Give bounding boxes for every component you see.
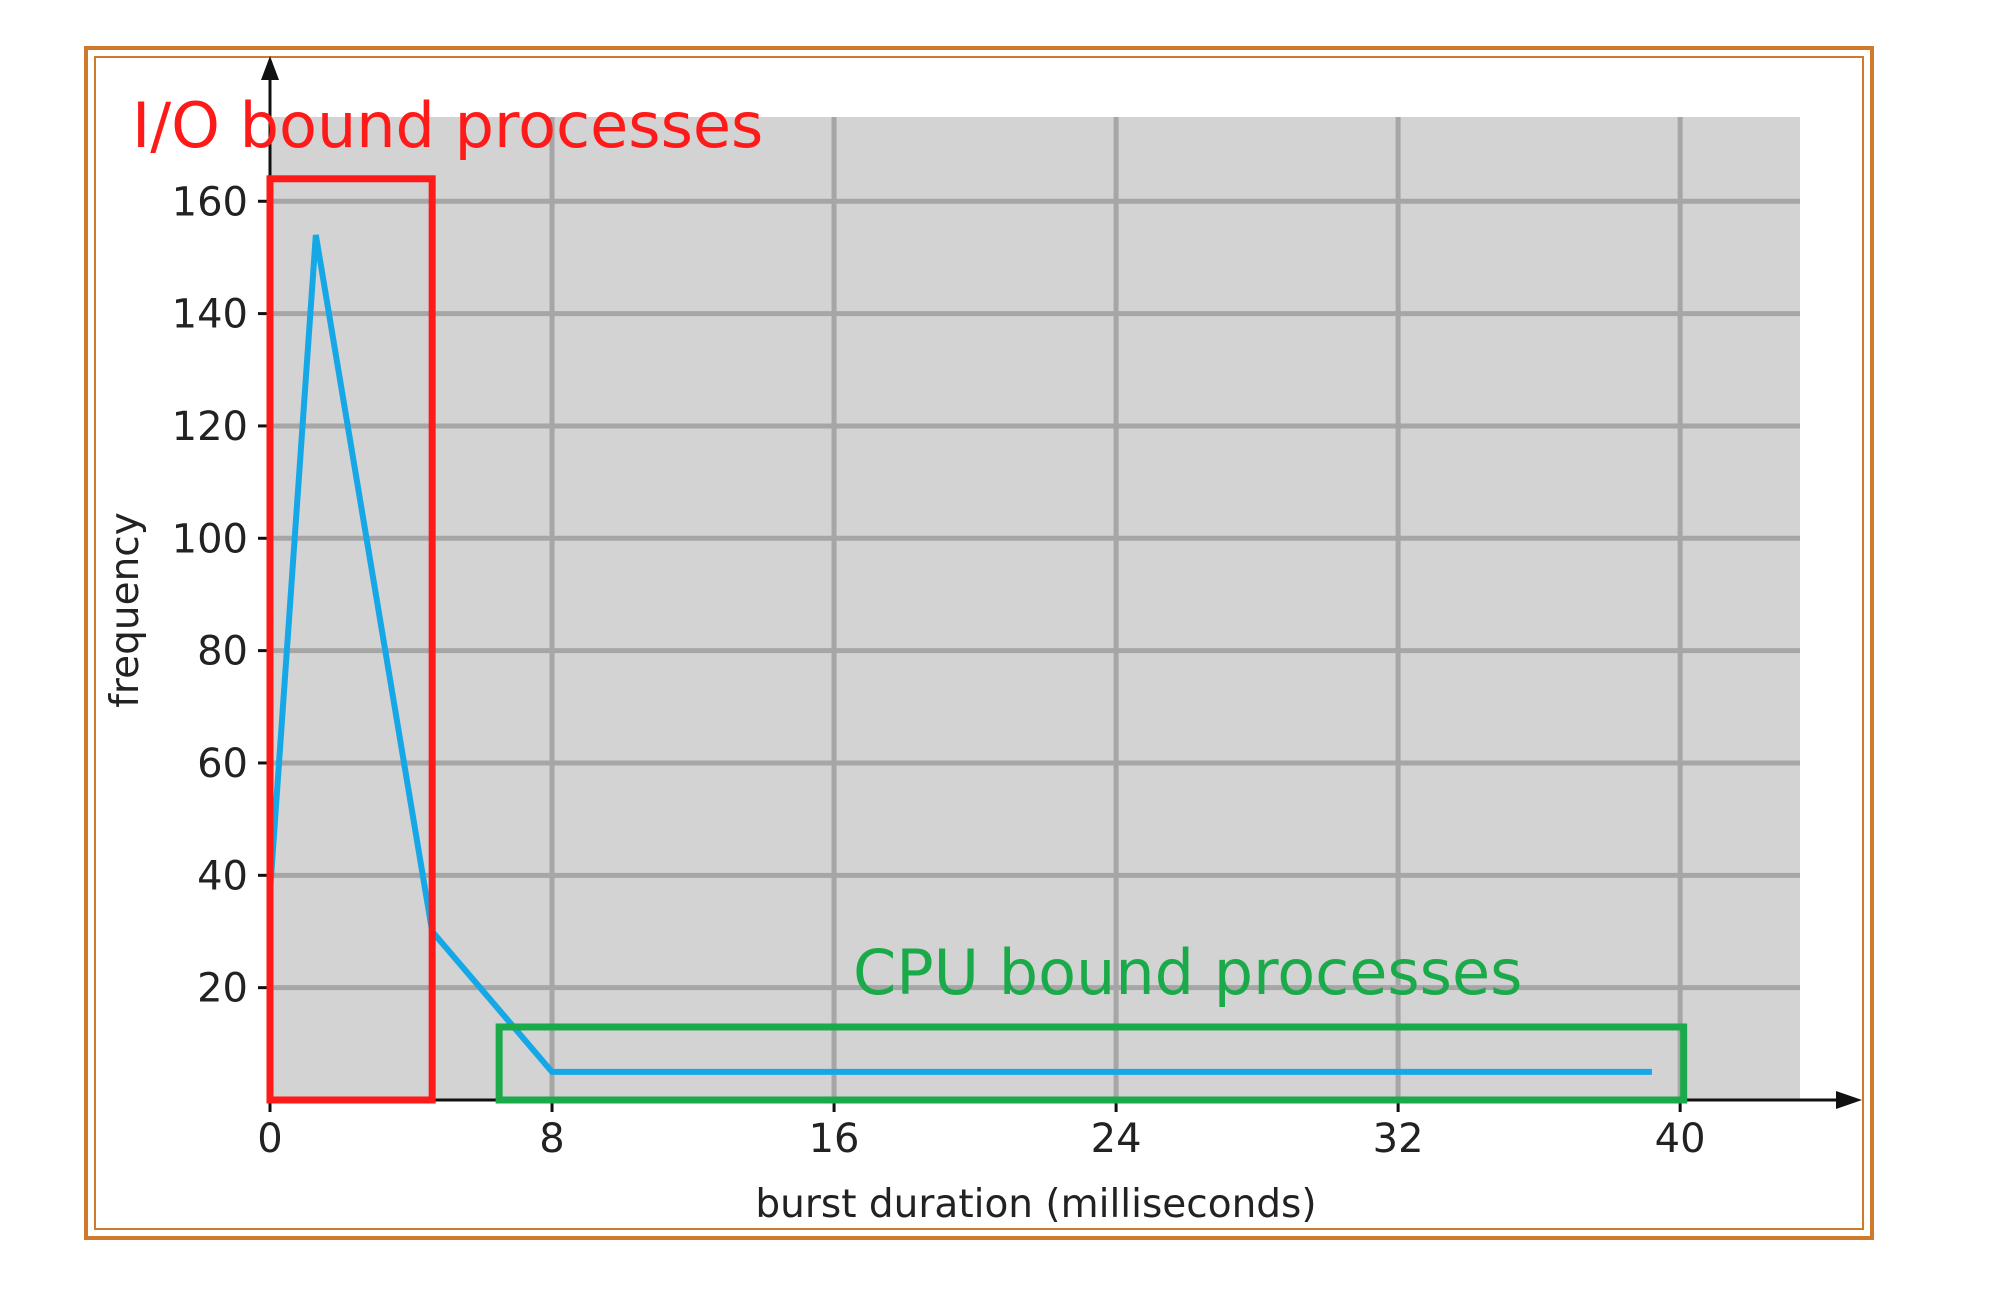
y-tick-label-140: 140 [172, 292, 248, 338]
y-axis-arrow [261, 56, 279, 80]
y-tick-label-120: 120 [172, 404, 248, 450]
x-tick-label-8: 8 [539, 1116, 564, 1162]
x-tick-label-0: 0 [257, 1116, 282, 1162]
x-axis-arrow [1836, 1091, 1862, 1109]
x-tick-label-40: 40 [1655, 1116, 1706, 1162]
y-tick-label-40: 40 [197, 853, 248, 899]
annotation-label-cpu-bound: CPU bound processes [853, 936, 1522, 1009]
y-tick-label-80: 80 [197, 629, 248, 675]
x-tick-label-32: 32 [1373, 1116, 1424, 1162]
x-axis-label: burst duration (milliseconds) [755, 1182, 1316, 1227]
y-tick-label-60: 60 [197, 741, 248, 787]
annotation-label-io-bound: I/O bound processes [132, 89, 763, 162]
x-tick-label-24: 24 [1091, 1116, 1142, 1162]
x-tick-label-16: 16 [809, 1116, 860, 1162]
y-axis-label: frequency [103, 512, 148, 708]
y-tick-label-160: 160 [172, 179, 248, 225]
y-tick-label-20: 20 [197, 966, 248, 1012]
y-tick-label-100: 100 [172, 516, 248, 562]
